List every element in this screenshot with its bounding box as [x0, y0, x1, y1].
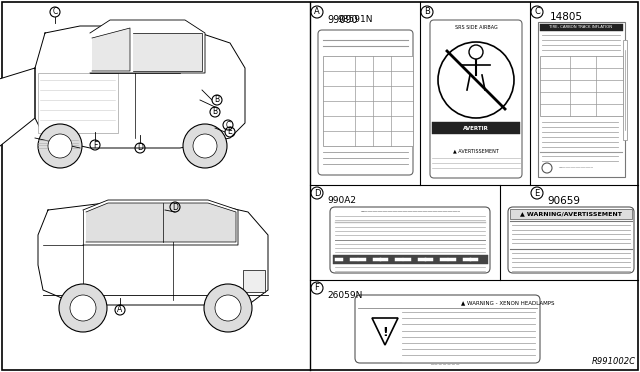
Circle shape [204, 284, 252, 332]
FancyBboxPatch shape [318, 30, 413, 175]
Text: 26059N: 26059N [327, 291, 362, 300]
Text: 990A2: 990A2 [327, 196, 356, 205]
Text: ─ ─ ─ ─ ─ ─ ─: ─ ─ ─ ─ ─ ─ ─ [431, 362, 460, 367]
FancyBboxPatch shape [508, 207, 634, 273]
Text: C: C [225, 121, 230, 129]
Text: B: B [212, 108, 218, 116]
Polygon shape [372, 318, 398, 345]
Bar [623, 40, 627, 140]
Text: D: D [137, 144, 143, 153]
Polygon shape [0, 68, 35, 158]
Bar [540, 56, 623, 116]
Circle shape [59, 284, 107, 332]
Text: R991002C: R991002C [592, 357, 636, 366]
Text: B: B [214, 96, 220, 105]
Circle shape [469, 45, 483, 59]
Polygon shape [90, 20, 205, 73]
Text: A: A [117, 305, 123, 314]
Bar [540, 24, 623, 31]
Text: TIRE, CARBON TRACK INFLATION: TIRE, CARBON TRACK INFLATION [549, 26, 612, 29]
Text: AVERTIR: AVERTIR [463, 125, 489, 131]
Text: ▲ WARNING/AVERTISSEMENT: ▲ WARNING/AVERTISSEMENT [520, 212, 622, 217]
FancyBboxPatch shape [330, 207, 490, 273]
Text: ────────────────────────────────────────: ──────────────────────────────────────── [360, 210, 460, 214]
Circle shape [48, 134, 72, 158]
Text: A: A [314, 7, 320, 16]
FancyBboxPatch shape [355, 295, 540, 363]
Text: C: C [534, 7, 540, 16]
Polygon shape [92, 28, 130, 71]
Text: 98591N: 98591N [337, 15, 372, 24]
Text: E: E [228, 128, 232, 137]
Text: ▲ WARNING - XENON HEADLAMPS: ▲ WARNING - XENON HEADLAMPS [461, 300, 555, 305]
Text: 99090: 99090 [327, 15, 358, 25]
Polygon shape [83, 200, 238, 245]
Polygon shape [133, 33, 202, 71]
Polygon shape [35, 26, 245, 148]
Text: F: F [93, 141, 97, 150]
Polygon shape [86, 203, 236, 242]
Circle shape [438, 42, 514, 118]
Bar [323, 56, 413, 146]
Text: E: E [534, 189, 540, 198]
Circle shape [215, 295, 241, 321]
Text: ▲ AVERTISSEMENT: ▲ AVERTISSEMENT [453, 148, 499, 153]
Text: D: D [314, 189, 320, 198]
Circle shape [542, 163, 552, 173]
Text: C: C [52, 7, 58, 16]
Circle shape [70, 295, 96, 321]
Circle shape [183, 124, 227, 168]
Text: B: B [424, 7, 430, 16]
Bar [510, 209, 632, 219]
Bar [432, 122, 520, 134]
Text: 90659: 90659 [547, 196, 580, 206]
Bar [38, 73, 118, 133]
Circle shape [193, 134, 217, 158]
Text: SRS SIDE AIRBAG: SRS SIDE AIRBAG [454, 25, 497, 30]
Text: 14805: 14805 [550, 12, 583, 22]
Bar [243, 270, 265, 292]
Circle shape [38, 124, 82, 168]
Bar [538, 22, 625, 177]
Text: ──────────────: ────────────── [558, 166, 593, 170]
Text: !: ! [382, 327, 388, 340]
FancyBboxPatch shape [430, 20, 522, 178]
Polygon shape [38, 202, 268, 305]
Text: F: F [315, 283, 319, 292]
Bar [333, 255, 488, 264]
Text: D: D [172, 202, 178, 212]
